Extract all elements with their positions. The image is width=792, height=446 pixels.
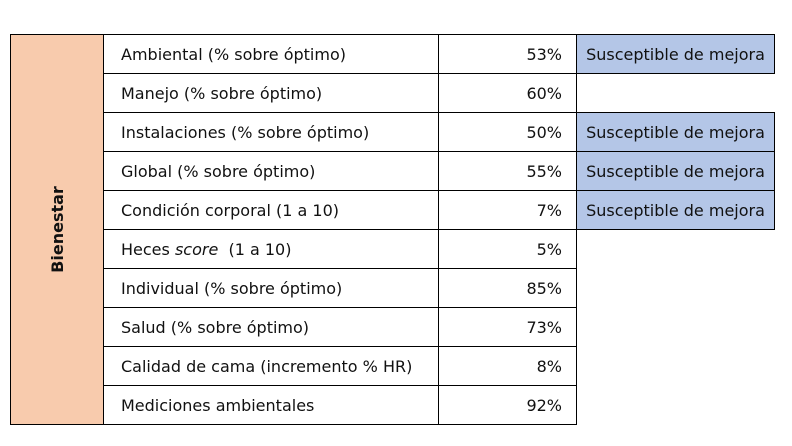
row-label: Individual (% sobre óptimo) (103, 268, 439, 308)
table-row: Mediciones ambientales 92% (11, 385, 775, 425)
row-label-prefix: Heces (121, 239, 175, 259)
empty-note (576, 385, 775, 425)
empty-note (576, 73, 775, 113)
row-label: Calidad de cama (incremento % HR) (103, 346, 439, 386)
row-value: 60% (438, 73, 577, 113)
row-value: 53% (438, 34, 577, 74)
row-label: Mediciones ambientales (103, 385, 439, 425)
improvement-note: Susceptible de mejora (576, 112, 775, 152)
row-value: 92% (438, 385, 577, 425)
row-label: Manejo (% sobre óptimo) (103, 73, 439, 113)
row-value: 8% (438, 346, 577, 386)
row-label: Heces score (1 a 10) (103, 229, 439, 269)
row-label-suffix: (1 a 10) (218, 239, 292, 259)
category-label: Bienestar (47, 186, 67, 273)
row-label: Condición corporal (1 a 10) (103, 190, 439, 230)
row-label-emphasis: score (174, 239, 219, 259)
table-row: Instalaciones (% sobre óptimo) 50% Susce… (11, 112, 775, 152)
improvement-note: Susceptible de mejora (576, 190, 775, 230)
row-label: Global (% sobre óptimo) (103, 151, 439, 191)
table-row: Salud (% sobre óptimo) 73% (11, 307, 775, 347)
empty-note (576, 346, 775, 386)
table-row: Individual (% sobre óptimo) 85% (11, 268, 775, 308)
row-value: 5% (438, 229, 577, 269)
table-row: Manejo (% sobre óptimo) 60% (11, 73, 775, 113)
category-cell: Bienestar (10, 34, 104, 425)
row-value: 85% (438, 268, 577, 308)
row-label: Salud (% sobre óptimo) (103, 307, 439, 347)
row-label: Ambiental (% sobre óptimo) (103, 34, 439, 74)
empty-note (576, 268, 775, 308)
table-container: Bienestar Ambiental (% sobre óptimo) 53%… (10, 34, 775, 425)
table-row: Heces score (1 a 10) 5% (11, 229, 775, 269)
table-row: Calidad de cama (incremento % HR) 8% (11, 346, 775, 386)
bienestar-table: Bienestar Ambiental (% sobre óptimo) 53%… (10, 34, 775, 425)
row-value: 55% (438, 151, 577, 191)
improvement-note: Susceptible de mejora (576, 151, 775, 191)
row-value: 50% (438, 112, 577, 152)
table-row: Global (% sobre óptimo) 55% Susceptible … (11, 151, 775, 191)
row-value: 73% (438, 307, 577, 347)
empty-note (576, 229, 775, 269)
row-label: Instalaciones (% sobre óptimo) (103, 112, 439, 152)
row-value: 7% (438, 190, 577, 230)
empty-note (576, 307, 775, 347)
table-row: Condición corporal (1 a 10) 7% Susceptib… (11, 190, 775, 230)
improvement-note: Susceptible de mejora (576, 34, 775, 74)
table-row: Bienestar Ambiental (% sobre óptimo) 53%… (10, 34, 775, 425)
